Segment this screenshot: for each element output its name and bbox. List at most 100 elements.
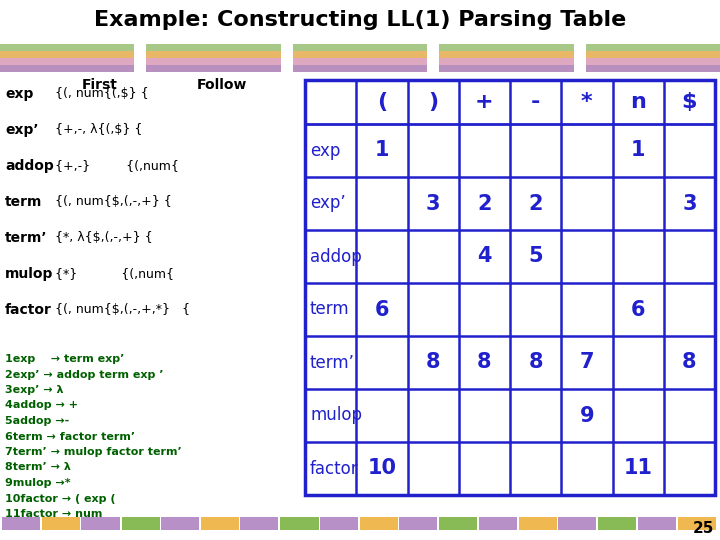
Bar [293, 58, 427, 65]
Text: n: n [630, 92, 646, 112]
Text: 6: 6 [631, 300, 645, 320]
Text: 8: 8 [477, 353, 492, 373]
Text: mulop: mulop [310, 407, 362, 424]
Bar [146, 58, 281, 65]
Bar [360, 517, 398, 530]
Bar [293, 65, 427, 72]
Text: 11: 11 [624, 458, 652, 478]
Text: 4addop → +: 4addop → + [5, 401, 78, 410]
Text: (: ( [377, 92, 387, 112]
Bar [0, 0, 720, 40]
Bar [0, 51, 135, 58]
Text: 3: 3 [426, 193, 441, 213]
Text: 1: 1 [374, 140, 389, 160]
Text: term’: term’ [5, 231, 48, 245]
Text: 1exp    → term exp’: 1exp → term exp’ [5, 354, 125, 364]
Bar [0, 65, 135, 72]
Bar [305, 80, 715, 495]
Text: exp’: exp’ [310, 194, 346, 213]
Bar [0, 58, 135, 65]
Text: 3exp’ → λ: 3exp’ → λ [5, 385, 63, 395]
Bar [0, 44, 135, 51]
Text: 5addop →-: 5addop →- [5, 416, 69, 426]
Bar [293, 44, 427, 51]
Bar [146, 65, 281, 72]
Text: 8term’ → λ: 8term’ → λ [5, 462, 71, 472]
Bar [240, 517, 279, 530]
Text: Example: Constructing LL(1) Parsing Table: Example: Constructing LL(1) Parsing Tabl… [94, 10, 626, 30]
Bar [2, 517, 40, 530]
Text: exp: exp [310, 141, 341, 159]
Text: {*, λ{$,(,-,+} {: {*, λ{$,(,-,+} { [55, 231, 153, 244]
Bar [201, 517, 239, 530]
Bar [81, 517, 120, 530]
Text: 6: 6 [374, 300, 389, 320]
Bar [161, 517, 199, 530]
Text: addop: addop [5, 159, 54, 173]
Text: {+,-, λ{(,$} {: {+,-, λ{(,$} { [55, 123, 143, 136]
Bar [678, 517, 716, 530]
Text: 1: 1 [631, 140, 645, 160]
Bar [439, 58, 574, 65]
Text: addop: addop [310, 247, 361, 266]
Bar [293, 51, 427, 58]
Text: 8: 8 [682, 353, 697, 373]
Bar [598, 517, 636, 530]
Bar [479, 517, 517, 530]
Text: 8: 8 [426, 353, 441, 373]
Bar [585, 44, 720, 51]
Text: First: First [82, 78, 118, 92]
Bar [42, 517, 80, 530]
Bar [146, 51, 281, 58]
Text: term: term [5, 195, 42, 209]
Text: ): ) [428, 92, 438, 112]
Text: term: term [310, 300, 350, 319]
Bar [519, 517, 557, 530]
Text: 2: 2 [528, 193, 543, 213]
Bar [439, 517, 477, 530]
Text: exp’: exp’ [5, 123, 38, 137]
Text: 7term’ → mulop factor term’: 7term’ → mulop factor term’ [5, 447, 181, 457]
Bar [281, 517, 318, 530]
Text: 9mulop →*: 9mulop →* [5, 478, 71, 488]
Text: factor: factor [5, 303, 52, 317]
Bar [122, 517, 160, 530]
Text: $: $ [682, 92, 697, 112]
Text: 6term → factor term’: 6term → factor term’ [5, 431, 135, 442]
Text: factor: factor [310, 460, 359, 477]
Text: 2exp’ → addop term exp ’: 2exp’ → addop term exp ’ [5, 369, 163, 380]
Text: 9: 9 [580, 406, 594, 426]
Text: term’: term’ [310, 354, 355, 372]
Text: 4: 4 [477, 246, 492, 267]
Bar [585, 51, 720, 58]
Text: 8: 8 [528, 353, 543, 373]
Text: 3: 3 [682, 193, 697, 213]
Text: 5: 5 [528, 246, 543, 267]
Text: 11factor → num: 11factor → num [5, 509, 102, 519]
Text: exp: exp [5, 87, 33, 101]
Text: {(, num{$,(,-,+,*}   {: {(, num{$,(,-,+,*} { [55, 303, 190, 316]
Text: {(, num{(,$} {: {(, num{(,$} { [55, 87, 148, 100]
Text: {+,-}         {(,num{: {+,-} {(,num{ [55, 159, 179, 172]
Text: *: * [581, 92, 593, 112]
Text: +: + [475, 92, 494, 112]
Text: {*}           {(,num{: {*} {(,num{ [55, 267, 174, 280]
Text: {(, num{$,(,-,+} {: {(, num{$,(,-,+} { [55, 195, 172, 208]
Text: 10: 10 [367, 458, 397, 478]
Bar [439, 65, 574, 72]
Text: 25: 25 [693, 521, 714, 536]
Bar [637, 517, 675, 530]
Text: 10factor → ( exp (: 10factor → ( exp ( [5, 494, 115, 503]
Bar [585, 65, 720, 72]
Text: -: - [531, 92, 540, 112]
Bar [585, 58, 720, 65]
Bar [558, 517, 596, 530]
Bar [399, 517, 437, 530]
Bar [320, 517, 358, 530]
Text: 7: 7 [580, 353, 594, 373]
Bar [439, 44, 574, 51]
Text: 2: 2 [477, 193, 492, 213]
Bar [439, 51, 574, 58]
Text: Follow: Follow [197, 78, 247, 92]
Text: mulop: mulop [5, 267, 53, 281]
